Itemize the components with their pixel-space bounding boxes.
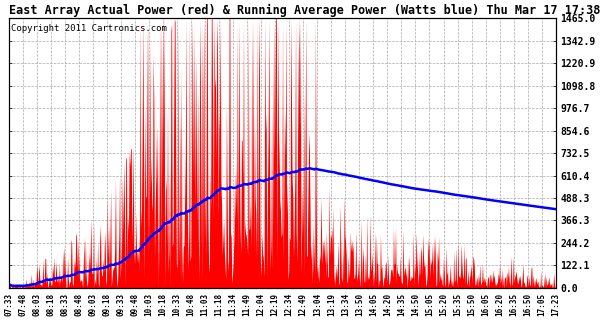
Text: East Array Actual Power (red) & Running Average Power (Watts blue) Thu Mar 17 17: East Array Actual Power (red) & Running … [8,4,600,17]
Text: Copyright 2011 Cartronics.com: Copyright 2011 Cartronics.com [11,24,167,33]
